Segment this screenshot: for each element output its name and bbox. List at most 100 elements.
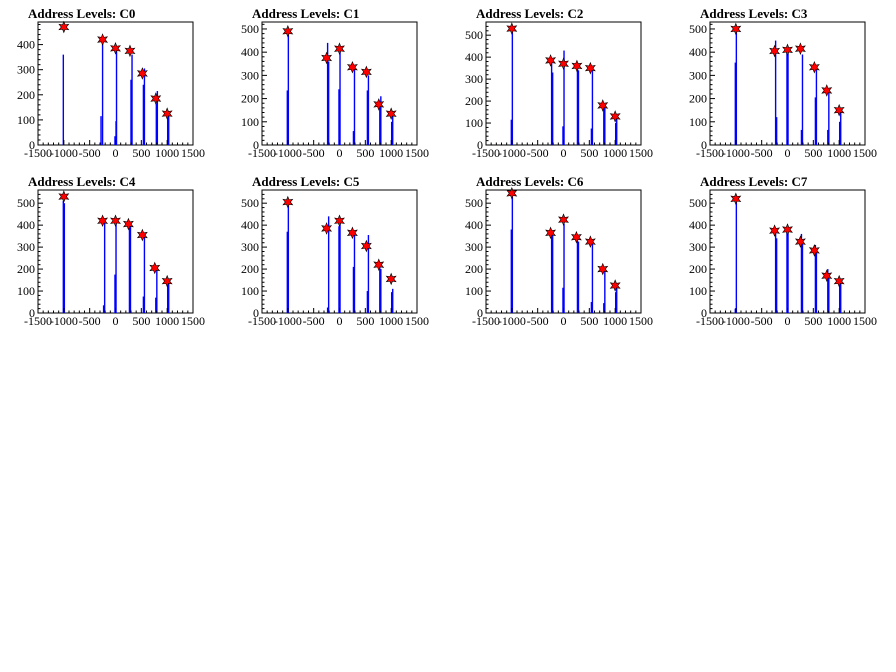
chart-6-bar-13 <box>616 287 618 313</box>
chart-7-peak-marker-2 <box>782 223 793 236</box>
chart-2-peak-marker-4 <box>584 61 596 75</box>
chart-7-peak-marker-0 <box>730 192 742 206</box>
chart-3-ytick-label-3: 300 <box>689 68 707 82</box>
chart-4-bar-5 <box>115 222 117 313</box>
chart-6-bar-9 <box>591 242 594 313</box>
chart-3-bar-10 <box>827 129 829 145</box>
chart-1-bar-11 <box>380 96 382 145</box>
chart-6-xtick-label-1: -1000 <box>498 314 526 328</box>
chart-7-xtick-label-4: 500 <box>804 314 822 328</box>
chart-7-bar-6 <box>800 233 803 313</box>
chart-1: Address Levels: C1-1500-1000 -500 0 500 1000… <box>241 6 429 160</box>
chart-4-bar-2 <box>102 305 105 313</box>
chart-0-peak-marker-0 <box>58 20 70 34</box>
chart-2-xtick-label-1: -1000 <box>498 146 526 160</box>
chart-0-bar-9 <box>143 68 146 145</box>
chart-5-bar-3 <box>327 216 330 313</box>
chart-7-xtick-label-6: 1500 <box>853 314 877 328</box>
chart-2: Address Levels: C2-1500-1000 -500 0 500 1000… <box>465 6 653 160</box>
chart-6-ytick-label-4: 400 <box>465 218 483 232</box>
chart-1-xtick-label-0: -1500 <box>248 146 276 160</box>
chart-3-title: Address Levels: C3 <box>700 6 808 21</box>
chart-6-bar-11 <box>604 269 606 313</box>
chart-5-bar-11 <box>380 269 382 313</box>
chart-7-ytick-label-0: 0 <box>701 306 707 320</box>
chart-6-bar-0 <box>510 229 513 313</box>
chart-7-xtick-label-5: 1000 <box>827 314 851 328</box>
chart-7-xtick-label-0: -1500 <box>696 314 724 328</box>
chart-2-peak-marker-5 <box>597 99 609 112</box>
chart-0-ytick-label-3: 300 <box>17 63 35 77</box>
chart-7-peak-marker-6 <box>833 274 845 288</box>
chart-7-bar-5 <box>787 232 789 313</box>
chart-4-bar-8 <box>142 296 145 313</box>
chart-5-xtick-label-3: 0 <box>337 314 343 328</box>
chart-6-bar-2 <box>550 231 553 313</box>
chart-2-peak-marker-0 <box>506 22 518 35</box>
chart-5-peak-marker-2 <box>334 214 345 228</box>
chart-5-bar-0 <box>286 231 289 313</box>
chart-1-bar-13 <box>392 115 394 145</box>
chart-3-ytick-label-1: 100 <box>689 115 707 129</box>
chart-3-peak-marker-3 <box>794 42 806 55</box>
chart-0-bar-1 <box>100 116 102 145</box>
chart-3-bar-1 <box>735 31 738 146</box>
chart-7-ytick-label-4: 400 <box>689 218 707 232</box>
chart-2-ytick-label-2: 200 <box>465 94 483 108</box>
chart-0-xtick-label-1: -1000 <box>50 146 78 160</box>
chart-2-bar-5 <box>563 50 565 145</box>
chart-1-bar-4 <box>338 89 340 145</box>
chart-1-peak-marker-3 <box>346 60 358 74</box>
chart-7-peak-marker-4 <box>808 244 820 257</box>
chart-1-bar-2 <box>326 42 329 145</box>
chart-2-xtick-label-5: 1000 <box>603 146 627 160</box>
chart-2-xtick-label-4: 500 <box>580 146 598 160</box>
chart-4-bar-11 <box>156 269 158 313</box>
chart-3-bar-8 <box>814 97 817 145</box>
chart-5-peak-marker-0 <box>282 195 294 209</box>
chart-7-bar-3 <box>775 238 778 313</box>
chart-3-bar-3 <box>775 117 778 145</box>
chart-0-bar-8 <box>142 84 145 145</box>
chart-5-bar-10 <box>379 266 381 314</box>
chart-5-bar-2 <box>326 307 329 313</box>
chart-2-bar-11 <box>604 106 606 145</box>
chart-4-bar-1 <box>63 203 66 313</box>
chart-6-bar-6 <box>576 235 579 313</box>
chart-0-bar-13 <box>168 111 170 145</box>
chart-5-peak-marker-6 <box>385 272 397 286</box>
chart-6-peak-marker-3 <box>570 230 582 244</box>
chart-7-peak-marker-1 <box>769 224 781 237</box>
chart-0-bar-7 <box>131 54 133 145</box>
chart-6-peak-marker-6 <box>609 279 621 292</box>
chart-0-ytick-label-0: 0 <box>29 138 35 152</box>
chart-3-bar-5 <box>787 53 789 145</box>
chart-7-bar-7 <box>801 240 804 313</box>
chart-4-bar-7 <box>129 225 132 313</box>
chart-7-bar-1 <box>735 200 738 313</box>
chart-5-ytick-label-2: 200 <box>241 262 259 276</box>
chart-6-peak-marker-1 <box>545 226 557 240</box>
chart-4-ytick-label-5: 500 <box>17 196 35 210</box>
chart-2-title: Address Levels: C2 <box>476 6 583 21</box>
chart-0-xtick-label-3: 0 <box>113 146 119 160</box>
chart-5-bar-9 <box>367 235 370 313</box>
chart-5-bar-7 <box>353 235 356 313</box>
chart-6-xtick-label-4: 500 <box>580 314 598 328</box>
chart-0-bar-11 <box>156 91 159 145</box>
chart-4-peak-marker-2 <box>110 214 121 228</box>
chart-1-ytick-label-0: 0 <box>253 138 259 152</box>
chart-1-peak-marker-1 <box>321 51 333 65</box>
chart-4-xtick-label-5: 1000 <box>155 314 179 328</box>
chart-0-ytick-label-2: 200 <box>17 88 35 102</box>
chart-5-xtick-label-4: 500 <box>356 314 374 328</box>
chart-4-ytick-label-2: 200 <box>17 262 35 276</box>
chart-4-xtick-label-6: 1500 <box>181 314 205 328</box>
chart-6-bar-3 <box>551 233 554 313</box>
chart-0-title: Address Levels: C0 <box>28 6 135 21</box>
chart-4-bar-4 <box>114 274 116 313</box>
chart-7-title: Address Levels: C7 <box>700 174 808 189</box>
chart-1-bar-12 <box>390 121 393 145</box>
chart-3-peak-marker-6 <box>833 103 845 117</box>
